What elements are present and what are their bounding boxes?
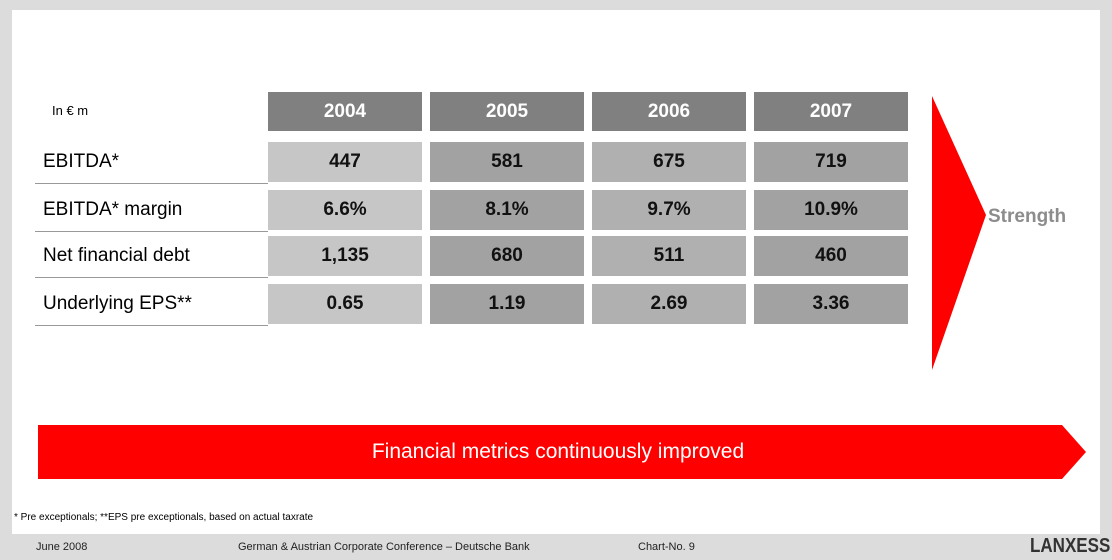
column-header: 2005 bbox=[430, 92, 584, 131]
row-label: Net financial debt bbox=[35, 234, 268, 278]
table-cell: 447 bbox=[268, 142, 422, 182]
table-cell: 680 bbox=[430, 236, 584, 276]
banner-shape bbox=[38, 425, 1086, 479]
table-cell: 3.36 bbox=[754, 284, 908, 324]
table-cell: 6.6% bbox=[268, 190, 422, 230]
table-cell: 1.19 bbox=[430, 284, 584, 324]
row-label: Underlying EPS** bbox=[35, 282, 268, 326]
side-label: Strength bbox=[988, 206, 1067, 227]
table-cell: 10.9% bbox=[754, 190, 908, 230]
row-label: EBITDA* bbox=[35, 140, 268, 184]
table-cell: 719 bbox=[754, 142, 908, 182]
footer-date: June 2008 bbox=[36, 541, 88, 553]
row-label: EBITDA* margin bbox=[35, 188, 268, 232]
column-header: 2006 bbox=[592, 92, 746, 131]
table-cell: 460 bbox=[754, 236, 908, 276]
table-cell: 9.7% bbox=[592, 190, 746, 230]
strength-arrow bbox=[932, 96, 986, 370]
banner-arrow bbox=[38, 425, 1086, 479]
table-cell: 511 bbox=[592, 236, 746, 276]
footer-chart-no: Chart-No. 9 bbox=[638, 541, 695, 553]
footer-event: German & Austrian Corporate Conference –… bbox=[238, 541, 530, 553]
footnote: * Pre exceptionals; **EPS pre exceptiona… bbox=[14, 512, 314, 523]
unit-label: In € m bbox=[52, 103, 89, 118]
column-header: 2004 bbox=[268, 92, 422, 131]
table-cell: 1,135 bbox=[268, 236, 422, 276]
arrow-shape bbox=[932, 96, 986, 370]
table-cell: 675 bbox=[592, 142, 746, 182]
table-cell: 0.65 bbox=[268, 284, 422, 324]
table-cell: 8.1% bbox=[430, 190, 584, 230]
logo: LANXESS bbox=[1030, 534, 1111, 557]
column-header: 2007 bbox=[754, 92, 908, 131]
table-cell: 581 bbox=[430, 142, 584, 182]
table-cell: 2.69 bbox=[592, 284, 746, 324]
banner-text: Financial metrics continuously improved bbox=[371, 440, 745, 463]
